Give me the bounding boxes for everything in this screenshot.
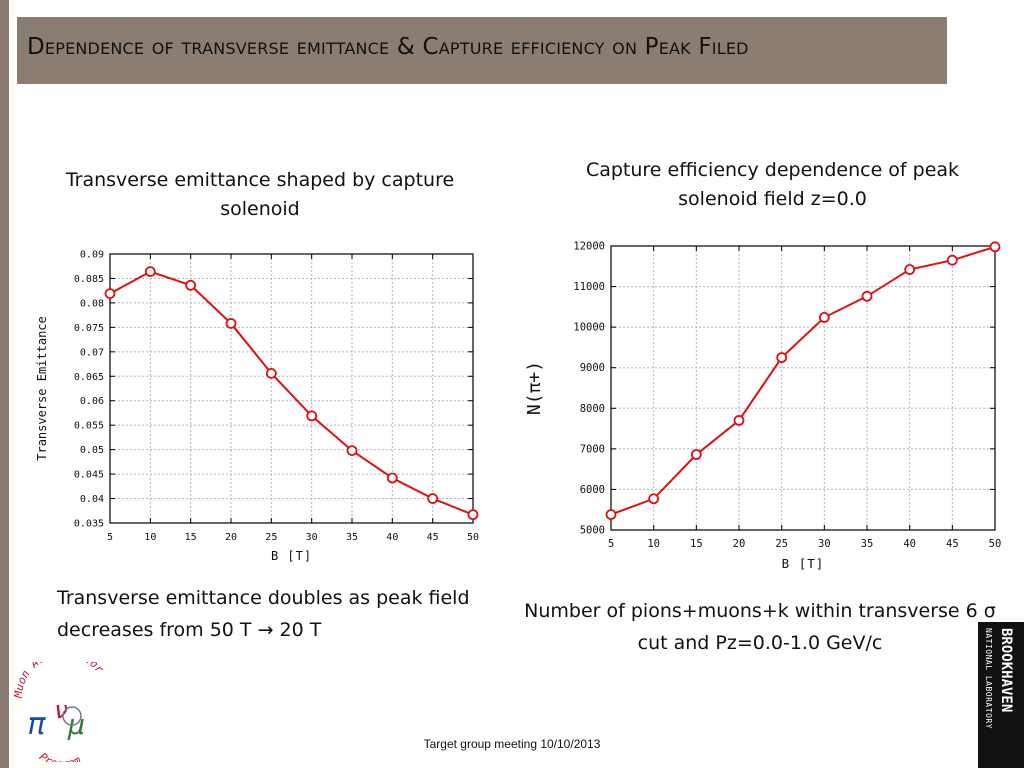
data-point (144, 266, 156, 278)
logo-bottom-text: Program (37, 750, 84, 762)
data-point (818, 312, 830, 323)
data-point (104, 288, 116, 300)
data-point (776, 352, 788, 363)
data-point (946, 254, 958, 266)
x-tick-label: 40 (903, 538, 916, 550)
capture-note: Number of pions+muons+k within transvers… (524, 600, 996, 654)
x-tick-label: 45 (946, 538, 959, 550)
capture-chart-title: Capture efficiency dependence of peak so… (585, 159, 960, 210)
emittance-chart-title: Transverse emittance shaped by capture s… (65, 169, 455, 220)
data-point (690, 449, 702, 460)
x-tick-label: 50 (467, 532, 479, 543)
y-tick-label: 0.08 (80, 298, 104, 309)
bnl-line2: NATIONAL LABORATORY (984, 628, 993, 729)
y-axis-label: N(π+) (524, 361, 545, 415)
x-tick-label: 10 (647, 538, 660, 550)
x-axis-label: B [T] (782, 556, 825, 571)
data-point (346, 445, 358, 457)
y-tick-label: 0.035 (74, 519, 104, 530)
data-point (467, 509, 479, 521)
x-tick-label: 25 (265, 532, 277, 543)
svg-text:Program: Program (37, 750, 84, 762)
footer-text: Target group meeting 10/10/2013 (423, 737, 601, 751)
title-bar (17, 17, 947, 84)
y-tick-label: 0.05 (80, 445, 104, 456)
y-axis-label: Transverse Emittance (35, 316, 49, 461)
y-tick-label: 8000 (580, 403, 605, 415)
y-tick-label: 0.045 (74, 470, 104, 481)
series-line (109, 270, 474, 516)
x-tick-label: 15 (185, 532, 197, 543)
svg-text:π: π (28, 707, 46, 742)
plot-frame (109, 253, 474, 524)
data-point (861, 290, 873, 302)
y-tick-label: 11000 (573, 281, 605, 293)
x-tick-label: 30 (818, 538, 831, 550)
svg-text:ν: ν (54, 696, 68, 724)
bnl-line1: BROOKHAVEN (998, 628, 1014, 712)
data-point (605, 509, 617, 520)
x-tick-label: 40 (386, 532, 398, 543)
series-line (610, 245, 996, 516)
y-tick-label: 9000 (580, 362, 605, 374)
data-point (427, 493, 439, 504)
x-tick-label: 20 (733, 538, 746, 550)
y-tick-label: 0.04 (80, 494, 104, 505)
y-tick-label: 0.085 (74, 274, 104, 285)
data-point (185, 279, 197, 291)
svg-text:Muon Accelerator: Muon Accelerator (12, 662, 107, 699)
data-point (386, 472, 398, 484)
plot-frame (610, 245, 996, 531)
y-tick-label: 12000 (573, 241, 605, 253)
data-point (989, 241, 1001, 253)
slide-title: Dependence of transverse emittance & Cap… (27, 34, 749, 60)
x-tick-label: 10 (144, 532, 156, 543)
x-tick-label: 5 (107, 532, 113, 543)
y-tick-label: 6000 (580, 484, 605, 496)
y-tick-label: 0.09 (80, 250, 104, 261)
x-tick-label: 35 (346, 532, 358, 543)
x-tick-label: 5 (608, 538, 614, 550)
map-logo-icon: Muon Accelerator Program π ν μ (12, 662, 107, 762)
emittance-note: Transverse emittance doubles as peak fie… (57, 587, 470, 641)
x-tick-label: 25 (775, 538, 788, 550)
x-tick-label: 20 (225, 532, 237, 543)
x-axis-label: B [T] (271, 549, 312, 563)
data-point (648, 493, 660, 505)
y-tick-label: 0.055 (74, 421, 104, 432)
data-point (733, 415, 745, 426)
left-accent-bar (0, 0, 9, 768)
data-point (265, 367, 277, 379)
y-tick-label: 5000 (580, 525, 605, 537)
x-tick-label: 50 (989, 538, 1002, 550)
x-tick-label: 45 (427, 532, 439, 543)
x-tick-label: 35 (861, 538, 874, 550)
y-tick-label: 10000 (573, 322, 605, 334)
data-point (904, 264, 916, 275)
y-tick-label: 0.06 (80, 396, 104, 407)
data-point (225, 318, 237, 329)
data-point (306, 410, 318, 422)
x-tick-label: 15 (690, 538, 703, 550)
y-tick-label: 0.07 (80, 347, 104, 358)
x-tick-label: 30 (306, 532, 318, 543)
y-tick-label: 7000 (580, 443, 605, 455)
logo-top-text: Muon Accelerator (12, 662, 107, 699)
y-tick-label: 0.065 (74, 372, 104, 383)
y-tick-label: 0.075 (74, 323, 104, 334)
bnl-logo-icon: BROOKHAVEN NATIONAL LABORATORY (978, 622, 1024, 768)
